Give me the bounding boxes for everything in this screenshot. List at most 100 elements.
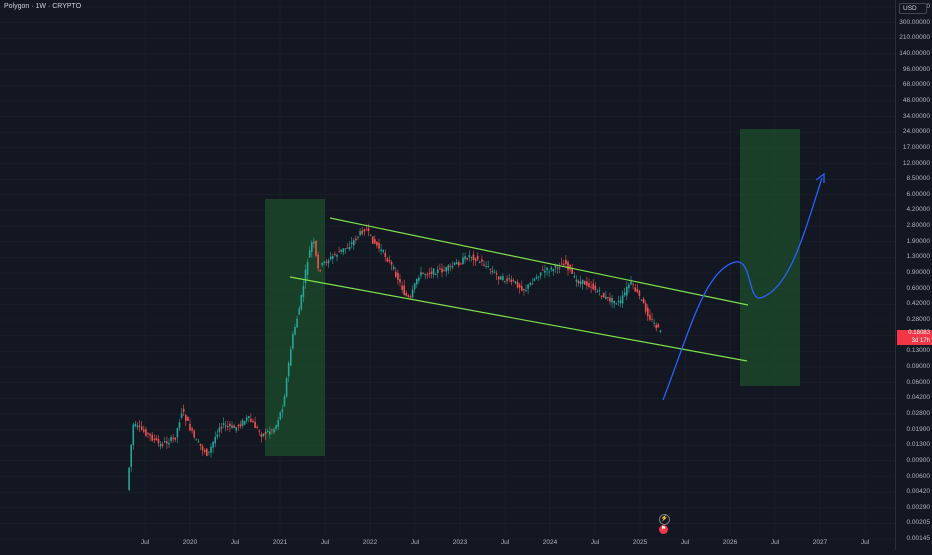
price-axis-label: 6.00000 <box>906 190 931 198</box>
candle-body <box>166 441 168 444</box>
candle-body <box>361 230 363 235</box>
channel-lower-line[interactable] <box>289 276 748 362</box>
candle-body <box>609 297 611 302</box>
candle-body <box>279 412 282 420</box>
candle-body <box>178 422 181 429</box>
candle-body <box>405 292 408 296</box>
price-axis-label: 0.42000 <box>906 300 931 308</box>
price-axis-label: 0.00205 <box>906 519 931 527</box>
price-axis-label: 0.00420 <box>906 488 931 496</box>
time-axis-label: Jul <box>230 539 240 546</box>
candle-body <box>367 228 370 232</box>
candle-body <box>626 286 628 296</box>
candle-body <box>390 261 393 265</box>
price-chart[interactable] <box>0 0 895 550</box>
time-axis-label: Jul <box>410 539 420 546</box>
candle-body <box>481 259 483 262</box>
candle-body <box>189 423 191 431</box>
candle-body <box>634 287 636 292</box>
candle-body <box>598 290 601 292</box>
currency-button[interactable]: USD <box>899 3 927 14</box>
candle-body <box>208 451 210 453</box>
candle-body <box>403 285 405 295</box>
candle-body <box>592 283 594 290</box>
chart-area[interactable]: Polygon · 1W · CRYPTO ⚡ ⚑ Jul 2020 Jul 2021… <box>0 0 895 550</box>
candle-body <box>647 307 649 317</box>
candle-body <box>384 252 387 258</box>
candle-body <box>512 280 515 282</box>
candle-body <box>266 431 269 433</box>
candle-body <box>397 272 399 280</box>
candle-body <box>638 290 641 297</box>
candle-body <box>563 263 565 266</box>
candle-body <box>594 285 597 291</box>
candle-body <box>304 269 307 284</box>
candle-body <box>602 292 605 298</box>
candle-body <box>399 279 401 283</box>
candle-body <box>371 236 374 244</box>
candle-body <box>248 416 250 418</box>
candle-body <box>600 295 603 297</box>
candle-body <box>243 421 246 425</box>
time-axis-label: 2026 <box>722 539 738 546</box>
candle-body <box>136 425 139 428</box>
candle-body <box>464 256 466 260</box>
candle-body <box>615 303 618 305</box>
candle-body <box>296 318 298 328</box>
candle-body <box>143 429 145 432</box>
candle-body <box>329 256 332 260</box>
candle-body <box>180 413 183 418</box>
candle-body <box>338 251 340 253</box>
flag-icon[interactable]: ⚑ <box>659 525 668 534</box>
candle-body <box>359 231 361 236</box>
candle-body <box>642 298 645 304</box>
candle-body <box>630 281 632 285</box>
candle-body <box>489 269 492 271</box>
price-axis-label: 140.00000 <box>899 49 930 57</box>
candle-body <box>657 324 660 328</box>
candle-body <box>544 270 546 273</box>
candle-body <box>556 267 559 269</box>
candle-body <box>235 427 237 431</box>
candle-body <box>649 314 651 320</box>
candle-body <box>437 269 439 273</box>
price-axis-label: 12.00000 <box>902 159 930 167</box>
candle-body <box>176 428 179 438</box>
lightning-icon[interactable]: ⚡ <box>659 514 670 525</box>
candle-body <box>495 273 498 275</box>
candle-body <box>485 265 487 267</box>
price-axis[interactable]: 440.00000300.00000210.00000140.0000096.0… <box>895 0 932 550</box>
candle-body <box>300 294 303 310</box>
candle-body <box>460 263 462 265</box>
candle-body <box>573 276 576 278</box>
candle-body <box>159 443 162 447</box>
channel-upper-line[interactable] <box>329 217 749 306</box>
price-axis-label: 0.01900 <box>906 425 931 433</box>
price-axis-label: 0.28000 <box>906 316 931 323</box>
candle-body <box>558 267 561 269</box>
candle-body <box>365 229 368 231</box>
candle-body <box>151 434 153 441</box>
candle-body <box>502 276 504 281</box>
candle-body <box>613 300 615 304</box>
candle-body <box>560 263 563 265</box>
price-axis-label: 8.50000 <box>906 175 931 183</box>
symbol-title[interactable]: Polygon · 1W · CRYPTO <box>4 3 82 10</box>
candle-body <box>529 282 531 285</box>
candle-body <box>317 254 319 269</box>
candle-body <box>128 467 130 490</box>
candle-body <box>311 242 313 252</box>
price-axis-label: 210.00000 <box>899 34 930 42</box>
price-axis-label: 0.90000 <box>906 269 931 277</box>
candle-body <box>315 240 317 256</box>
candle-body <box>441 268 443 273</box>
price-axis-label: 1.30000 <box>906 253 931 261</box>
candle-body <box>542 269 544 271</box>
candle-body <box>340 249 342 252</box>
candle-body <box>651 318 653 320</box>
candle-body <box>422 272 424 274</box>
candle-body <box>424 274 426 276</box>
projection-arrow-path[interactable] <box>662 177 823 401</box>
candle-body <box>453 262 456 265</box>
candle-body <box>323 261 326 263</box>
